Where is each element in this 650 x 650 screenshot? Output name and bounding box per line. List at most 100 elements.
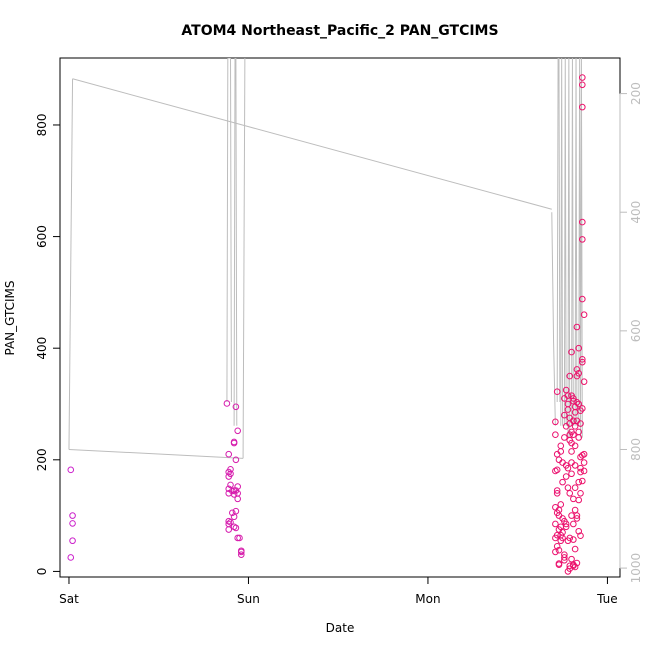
data-point xyxy=(577,468,584,476)
data-point xyxy=(577,489,584,497)
data-point xyxy=(570,397,577,405)
data-point xyxy=(225,526,233,533)
data-point xyxy=(559,478,566,486)
data-point xyxy=(568,470,575,478)
altitude-line xyxy=(68,78,74,450)
data-point xyxy=(571,484,579,492)
data-point xyxy=(234,495,241,503)
data-point xyxy=(579,358,586,366)
data-point xyxy=(568,448,575,455)
data-point xyxy=(571,442,579,450)
data-point xyxy=(562,520,570,528)
data-point xyxy=(580,459,588,466)
data-point xyxy=(564,464,572,472)
data-point xyxy=(553,531,561,539)
left-tick-label: 400 xyxy=(35,337,49,360)
data-point xyxy=(553,388,561,396)
data-point xyxy=(579,405,586,412)
data-point xyxy=(571,423,579,430)
data-point xyxy=(579,477,586,485)
data-point xyxy=(225,450,233,458)
right-tick-label: 1000 xyxy=(629,553,643,584)
data-point xyxy=(573,559,581,567)
altitude-spike xyxy=(551,212,556,426)
data-point xyxy=(573,366,581,373)
data-point xyxy=(566,372,574,380)
altitude-line xyxy=(242,58,246,459)
x-tick-label: Sat xyxy=(59,592,79,606)
left-tick-label: 600 xyxy=(35,225,49,248)
data-point xyxy=(575,496,583,504)
points-group xyxy=(67,74,588,575)
data-point xyxy=(571,563,579,571)
data-point xyxy=(561,411,568,419)
data-point xyxy=(571,462,579,469)
data-point xyxy=(579,74,586,81)
data-point xyxy=(557,448,565,455)
data-point xyxy=(573,512,581,519)
data-point xyxy=(568,512,575,519)
data-point xyxy=(552,431,559,438)
data-point xyxy=(562,523,570,531)
altitude-spike xyxy=(571,58,574,426)
altitude-spike xyxy=(556,58,561,403)
altitude-spike xyxy=(233,58,238,426)
data-point xyxy=(579,218,586,226)
data-point xyxy=(564,484,572,492)
data-point xyxy=(561,554,568,561)
data-point xyxy=(557,442,565,450)
data-point xyxy=(553,543,561,550)
data-point xyxy=(580,450,588,458)
data-point xyxy=(553,466,561,474)
data-point xyxy=(579,356,586,363)
data-point xyxy=(575,434,583,441)
data-point xyxy=(579,103,586,111)
data-point xyxy=(575,400,583,408)
data-point xyxy=(557,501,565,508)
data-point xyxy=(552,548,559,556)
data-point xyxy=(575,478,583,486)
data-point xyxy=(579,81,586,89)
data-point xyxy=(564,406,572,413)
data-point xyxy=(579,236,586,243)
data-point xyxy=(573,399,581,406)
data-point xyxy=(568,348,575,356)
data-point xyxy=(562,386,570,394)
data-point xyxy=(573,323,581,331)
data-point xyxy=(561,556,568,564)
right-tick-label: 800 xyxy=(629,438,643,461)
x-tick-label: Tue xyxy=(596,592,618,606)
data-point xyxy=(230,439,238,447)
data-point xyxy=(552,418,559,426)
data-point xyxy=(69,520,76,527)
data-point xyxy=(570,395,577,402)
data-point xyxy=(575,370,583,377)
data-point xyxy=(69,537,76,545)
x-axis-label: Date xyxy=(326,621,355,635)
data-point xyxy=(580,378,588,385)
right-tick-label: 600 xyxy=(629,319,643,342)
data-point xyxy=(234,483,241,490)
data-point xyxy=(571,506,579,514)
data-point xyxy=(227,470,234,478)
left-tick-label: 200 xyxy=(35,448,49,471)
altitude-spike xyxy=(574,58,578,426)
plot-frame xyxy=(59,57,621,578)
data-point xyxy=(564,392,572,399)
data-point xyxy=(571,545,579,553)
data-point xyxy=(232,403,240,411)
left-tick-label: 0 xyxy=(35,568,49,576)
left-tick-label: 800 xyxy=(35,114,49,137)
data-point xyxy=(232,456,240,464)
data-point xyxy=(570,417,577,425)
data-point xyxy=(568,555,575,563)
right-tick-label: 400 xyxy=(629,201,643,224)
data-point xyxy=(232,524,240,532)
data-point xyxy=(580,311,588,319)
x-axis: Sat Sun Mon Tue xyxy=(59,576,618,606)
data-point xyxy=(577,532,584,540)
data-point xyxy=(580,467,588,475)
data-point xyxy=(570,495,577,503)
data-point xyxy=(230,491,238,498)
